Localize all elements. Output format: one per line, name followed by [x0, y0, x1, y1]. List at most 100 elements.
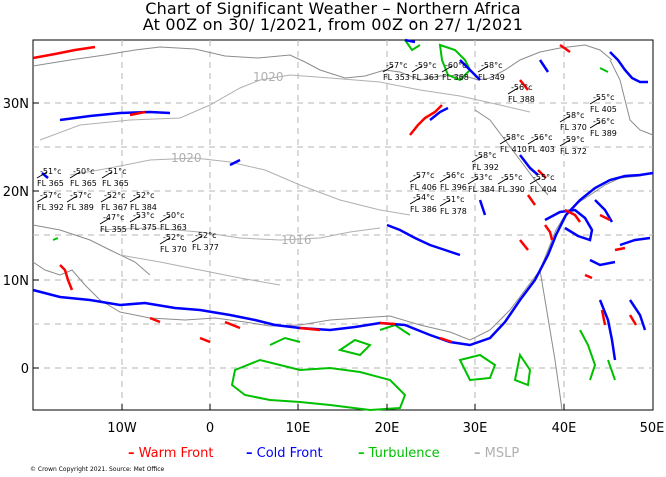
flight-level-value: FL 396	[440, 183, 467, 192]
flight-level-temp: -60°c	[445, 61, 466, 70]
legend-label: Warm Front	[138, 446, 214, 461]
flight-level-label: -54°c FL 386	[409, 193, 437, 214]
flight-level-label: -55°c FL 404	[529, 173, 557, 194]
flight-level-value: FL 365	[70, 179, 97, 188]
flight-level-temp: -51°c	[443, 195, 464, 204]
flight-level-value: FL 368	[442, 73, 469, 82]
flight-level-label: -53°c FL 375	[129, 211, 157, 232]
flight-level-temp: -56°c	[593, 117, 614, 126]
turbulence-swatch: –	[358, 446, 365, 461]
cold-front-swatch: –	[246, 446, 253, 461]
flight-level-temp: -50°c	[163, 211, 184, 220]
flight-level-value: FL 363	[412, 73, 439, 82]
flight-level-value: FL 363	[160, 223, 187, 232]
flight-level-labels: -51°c FL 365 -50°c FL 365 -51°c FL 365 -…	[36, 61, 617, 254]
legend-label: Cold Front	[256, 446, 323, 461]
isobars	[39, 74, 531, 286]
isobar-label: 1016	[281, 233, 312, 247]
cold-fronts	[32, 38, 654, 361]
flight-level-temp: -57°c	[70, 191, 91, 200]
x-tick-label: 10E	[286, 421, 311, 436]
flight-level-temp: -47°c	[103, 213, 124, 222]
warm-fronts	[32, 43, 638, 344]
flight-level-label: -58°c FL 349	[477, 61, 505, 82]
flight-level-temp: -50°c	[73, 167, 94, 176]
flight-level-label: -50°c FL 363	[159, 211, 187, 232]
flight-level-value: FL 404	[530, 185, 557, 194]
flight-level-temp: -56°c	[443, 171, 464, 180]
flight-level-label: -52°c FL 370	[159, 233, 187, 254]
flight-level-temp: -53°c	[471, 173, 492, 182]
flight-level-label: -59°c FL 372	[559, 135, 587, 156]
flight-level-value: FL 384	[468, 185, 495, 194]
x-tick-label: 50E	[640, 421, 665, 436]
flight-level-label: -56°c FL 389	[589, 117, 617, 138]
flight-level-label: -55°c FL 390	[497, 173, 525, 194]
chart-title: Chart of Significant Weather – Northern …	[145, 0, 521, 18]
flight-level-label: -56°c FL 396	[439, 171, 467, 192]
flight-level-value: FL 372	[560, 147, 587, 156]
flight-level-value: FL 410	[500, 145, 527, 154]
flight-level-value: FL 389	[67, 203, 94, 212]
flight-level-label: -53°c FL 384	[467, 173, 495, 194]
flight-level-label: -57°c FL 392	[36, 191, 64, 212]
flight-level-label: -58°c FL 370	[559, 111, 587, 132]
flight-level-temp: -51°c	[105, 167, 126, 176]
flight-level-temp: -54°c	[413, 193, 434, 202]
flight-level-label: -51°c FL 378	[439, 195, 467, 216]
flight-level-temp: -55°c	[501, 173, 522, 182]
flight-level-value: FL 384	[130, 203, 157, 212]
flight-level-label: -52°c FL 377	[191, 231, 219, 252]
flight-level-temp: -57°c	[40, 191, 61, 200]
flight-level-temp: -58°c	[475, 151, 496, 160]
flight-level-label: -56°c FL 403	[527, 133, 555, 154]
flight-level-temp: -56°c	[511, 83, 532, 92]
flight-level-label: -47°c FL 355	[99, 213, 127, 234]
isobar-label: 1020	[253, 70, 284, 84]
flight-level-value: FL 349	[478, 73, 505, 82]
y-tick-label: 0	[21, 362, 29, 377]
isobar-label: 1020	[171, 151, 202, 165]
flight-level-temp: -59°c	[563, 135, 584, 144]
x-tick-label: 10W	[107, 421, 137, 436]
y-tick-label: 30N	[3, 97, 29, 112]
flight-level-temp: -52°c	[133, 191, 154, 200]
flight-level-label: -56°c FL 388	[507, 83, 535, 104]
flight-level-label: -55°c FL 405	[589, 93, 617, 114]
flight-level-value: FL 365	[37, 179, 64, 188]
flight-level-temp: -58°c	[481, 61, 502, 70]
legend-turbulence: – Turbulence	[358, 446, 440, 461]
flight-level-temp: -52°c	[163, 233, 184, 242]
grid	[33, 40, 653, 410]
flight-level-value: FL 375	[130, 223, 157, 232]
flight-level-value: FL 390	[498, 185, 525, 194]
flight-level-label: -51°c FL 365	[101, 167, 129, 188]
flight-level-temp: -58°c	[563, 111, 584, 120]
flight-level-value: FL 406	[410, 183, 437, 192]
flight-level-value: FL 403	[528, 145, 555, 154]
y-axis-labels: 30N 20N 10N 0	[3, 97, 29, 377]
legend-label: Turbulence	[368, 446, 440, 461]
flight-level-value: FL 370	[160, 245, 187, 254]
flight-level-temp: -58°c	[503, 133, 524, 142]
legend-cold-front: – Cold Front	[246, 446, 323, 461]
flight-level-value: FL 392	[37, 203, 64, 212]
y-tick-label: 10N	[3, 274, 29, 289]
legend-label: MSLP	[484, 446, 520, 461]
flight-level-value: FL 367	[101, 203, 128, 212]
flight-level-temp: -53°c	[133, 211, 154, 220]
flight-level-label: -52°c FL 384	[129, 191, 157, 212]
flight-level-label: -59°c FL 363	[411, 61, 439, 82]
flight-level-value: FL 389	[590, 129, 617, 138]
legend-mslp: – MSLP	[474, 446, 519, 461]
flight-level-value: FL 355	[100, 225, 127, 234]
x-tick-label: 20E	[375, 421, 400, 436]
flight-level-temp: -51°c	[40, 167, 61, 176]
flight-level-temp: -59°c	[415, 61, 436, 70]
flight-level-value: FL 377	[192, 243, 219, 252]
legend-warm-front: – Warm Front	[128, 446, 213, 461]
x-axis-labels: 10W 0 10E 20E 30E 40E 50E	[107, 421, 664, 436]
flight-level-label: -60°c FL 368	[441, 61, 469, 82]
flight-level-temp: -55°c	[533, 173, 554, 182]
